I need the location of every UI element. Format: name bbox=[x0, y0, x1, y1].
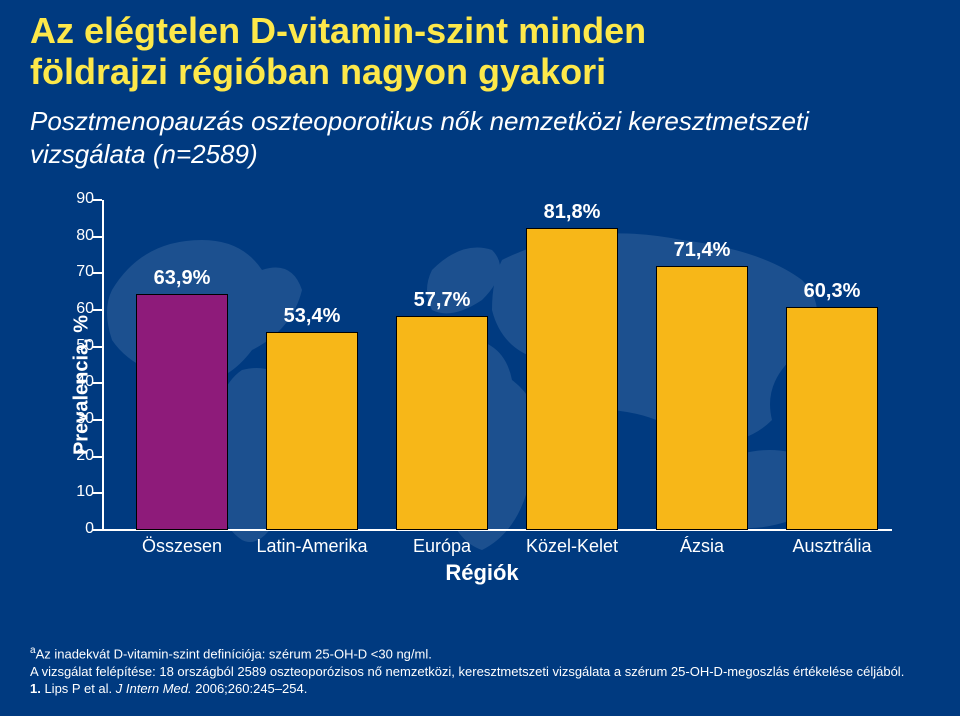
y-tick-label: 50 bbox=[64, 337, 94, 355]
bar-rect bbox=[656, 266, 748, 530]
bar: 81,8% bbox=[527, 201, 617, 530]
y-tick-label: 40 bbox=[64, 373, 94, 391]
bar: 60,3% bbox=[787, 280, 877, 530]
bar-value-label: 63,9% bbox=[154, 267, 211, 290]
title-line-1: Az elégtelen D-vitamin-szint minden bbox=[30, 10, 646, 51]
bar-rect bbox=[136, 294, 228, 530]
y-tick-label: 90 bbox=[64, 190, 94, 208]
footnote-3: 1. Lips P et al. J Intern Med. 2006;260:… bbox=[30, 680, 930, 698]
category-label: Közel-Kelet bbox=[526, 536, 618, 557]
y-tick-label: 0 bbox=[64, 520, 94, 538]
bar-value-label: 57,7% bbox=[414, 289, 471, 312]
bar-rect bbox=[396, 316, 488, 530]
category-label: Összesen bbox=[142, 536, 222, 557]
bar: 53,4% bbox=[267, 305, 357, 530]
bar-rect bbox=[786, 307, 878, 530]
bar-value-label: 71,4% bbox=[674, 239, 731, 262]
footnotes: aAz inadekvát D-vitamin-szint definíciój… bbox=[30, 644, 930, 698]
y-tick-label: 60 bbox=[64, 300, 94, 318]
category-label: Latin-Amerika bbox=[256, 536, 367, 557]
page-title: Az elégtelen D-vitamin-szint minden föld… bbox=[30, 10, 646, 93]
plot-area: 010203040506070809063,9%Összesen53,4%Lat… bbox=[102, 200, 892, 530]
y-tick-label: 30 bbox=[64, 410, 94, 428]
footnote-1: aAz inadekvát D-vitamin-szint definíciój… bbox=[30, 644, 930, 663]
bar-value-label: 60,3% bbox=[804, 280, 861, 303]
bar-value-label: 81,8% bbox=[544, 201, 601, 224]
y-tick-label: 70 bbox=[64, 263, 94, 281]
bar: 71,4% bbox=[657, 239, 747, 530]
slide: Az elégtelen D-vitamin-szint minden föld… bbox=[0, 0, 960, 716]
subtitle-line-2: vizsgálata (n=2589) bbox=[30, 139, 258, 169]
category-label: Ausztrália bbox=[792, 536, 871, 557]
bar: 57,7% bbox=[397, 289, 487, 530]
bar-value-label: 53,4% bbox=[284, 305, 341, 328]
category-label: Ázsia bbox=[680, 536, 724, 557]
footnote-2: A vizsgálat felépítése: 18 országból 258… bbox=[30, 663, 930, 681]
category-label: Európa bbox=[413, 536, 471, 557]
subtitle-line-1: Posztmenopauzás oszteoporotikus nők nemz… bbox=[30, 106, 809, 136]
page-subtitle: Posztmenopauzás oszteoporotikus nők nemz… bbox=[30, 105, 809, 170]
bar-chart: Prevalencia, % 010203040506070809063,9%Ö… bbox=[72, 200, 892, 570]
y-tick-label: 80 bbox=[64, 227, 94, 245]
bar-rect bbox=[266, 332, 358, 530]
y-tick-label: 20 bbox=[64, 447, 94, 465]
y-tick-label: 10 bbox=[64, 483, 94, 501]
bar-rect bbox=[526, 228, 618, 530]
x-axis-label: Régiók bbox=[445, 560, 518, 586]
bar: 63,9% bbox=[137, 267, 227, 530]
title-line-2: földrajzi régióban nagyon gyakori bbox=[30, 51, 606, 92]
